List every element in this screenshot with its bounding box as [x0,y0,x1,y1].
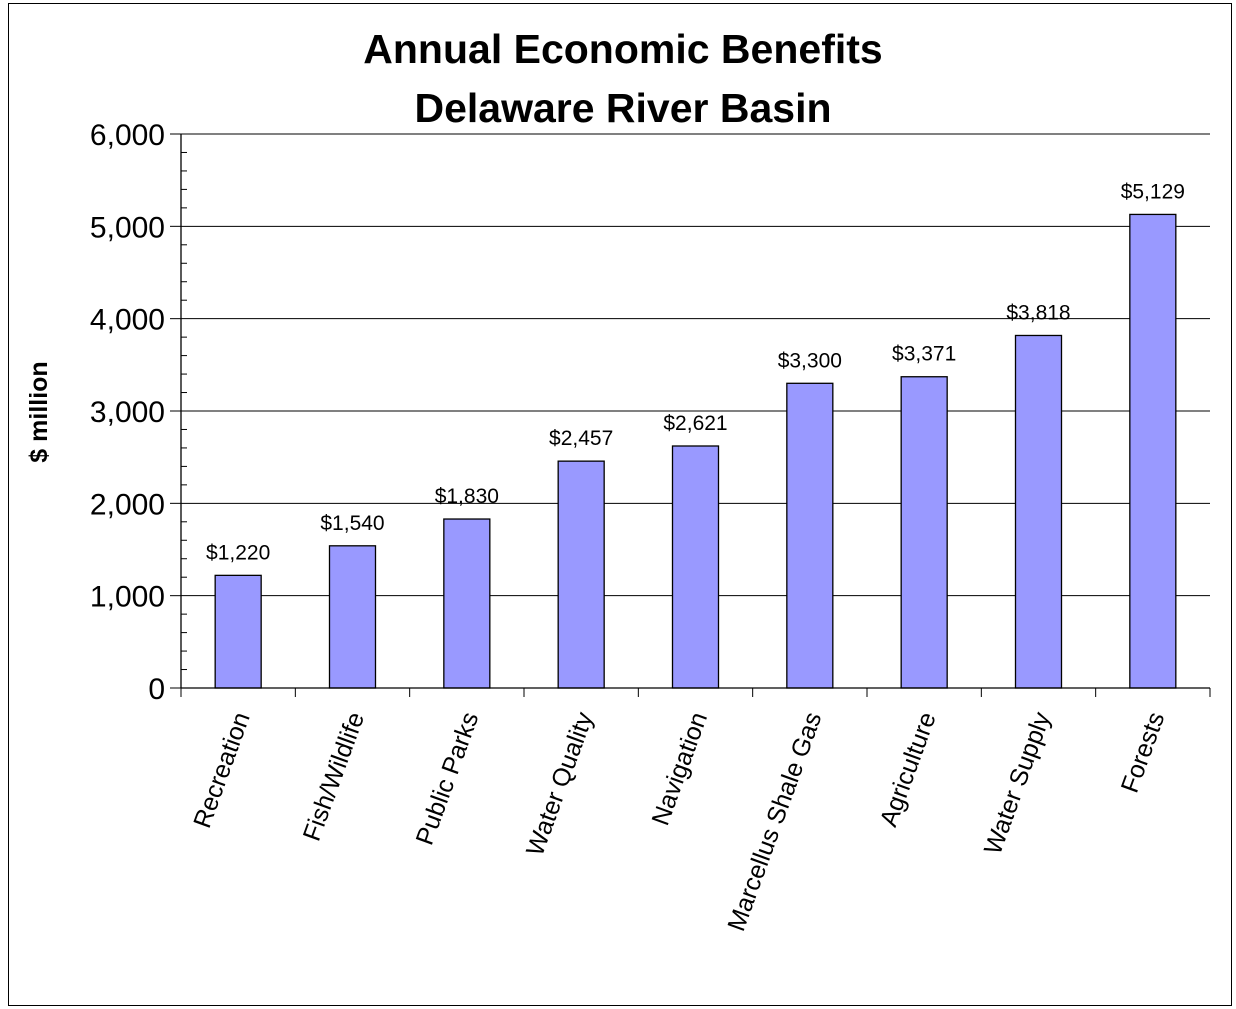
bar [214,574,262,689]
axes [170,133,1211,697]
data-label: $3,818 [1006,301,1070,324]
data-label: $1,540 [320,512,384,535]
bar [900,376,948,689]
y-tick-label: 6,000 [90,119,165,152]
x-tick-label: Navigation [646,708,713,829]
data-label: $3,300 [778,349,842,372]
data-label: $1,220 [206,541,270,564]
x-tick-label: Fish/Wildlife [298,708,370,844]
y-tick-label: 1,000 [90,581,165,614]
bar [1014,334,1063,689]
bar [786,382,834,689]
bars [214,213,1177,689]
x-tick-label: Marcellus Shale Gas [722,708,827,934]
x-tick-label: Water Quality [521,708,599,859]
y-axis-label: $ million [25,361,53,462]
bar [1129,213,1177,689]
x-tick-label: Forests [1116,708,1171,796]
y-tick-label: 2,000 [90,488,165,521]
x-tick-label: Recreation [188,708,256,831]
data-label: $5,129 [1121,180,1185,203]
data-label: $3,371 [892,343,956,366]
bar [671,445,720,689]
y-tick-label: 4,000 [90,304,165,337]
x-tick-label: Public Parks [411,708,485,848]
x-tick-label: Water Supply [979,708,1056,858]
data-label: $1,830 [435,485,499,508]
y-tick-label: 3,000 [90,396,165,429]
data-label: $2,457 [549,427,613,450]
chart-title: Annual Economic Benefits [363,26,882,72]
bar [557,460,605,689]
y-tick-label: 0 [148,673,165,706]
bar [443,518,491,689]
bar [328,545,377,689]
chart-subtitle: Delaware River Basin [414,85,831,131]
x-tick-label: Agriculture [875,708,942,830]
data-label: $2,621 [663,412,727,435]
y-tick-label: 5,000 [90,211,165,244]
